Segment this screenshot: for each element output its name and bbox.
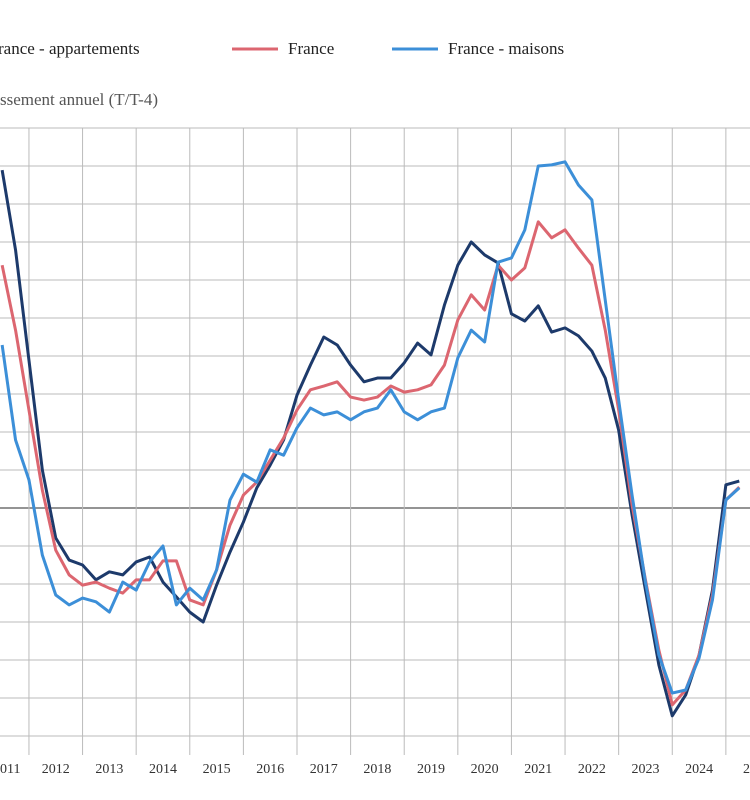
x-tick-label: 2017 — [310, 762, 338, 777]
x-tick-label: 2018 — [363, 762, 391, 777]
x-tick-label: 2024 — [685, 762, 713, 777]
x-tick-label: 2014 — [149, 762, 177, 777]
series-line — [0, 160, 741, 695]
x-tick-label: 2022 — [578, 762, 606, 777]
x-tick-label: 2016 — [256, 762, 284, 777]
x-tick-label: 2 — [743, 762, 750, 777]
series-line — [0, 220, 741, 707]
x-tick-label: 2020 — [471, 762, 499, 777]
x-tick-label: 011 — [0, 762, 20, 777]
x-tick-label: 2013 — [95, 762, 123, 777]
x-tick-label: 2023 — [631, 762, 659, 777]
chart-subtitle: ssement annuel (T/T-4) — [0, 90, 158, 109]
legend-label: France - maisons — [448, 39, 564, 58]
legend-label: France — [288, 39, 334, 58]
series-line — [0, 169, 740, 718]
x-tick-label: 2015 — [203, 762, 231, 777]
x-tick-label: 2019 — [417, 762, 445, 777]
x-tick-label: 2012 — [42, 762, 70, 777]
legend-label: rance - appartements — [0, 39, 140, 58]
x-tick-label: 2021 — [524, 762, 552, 777]
